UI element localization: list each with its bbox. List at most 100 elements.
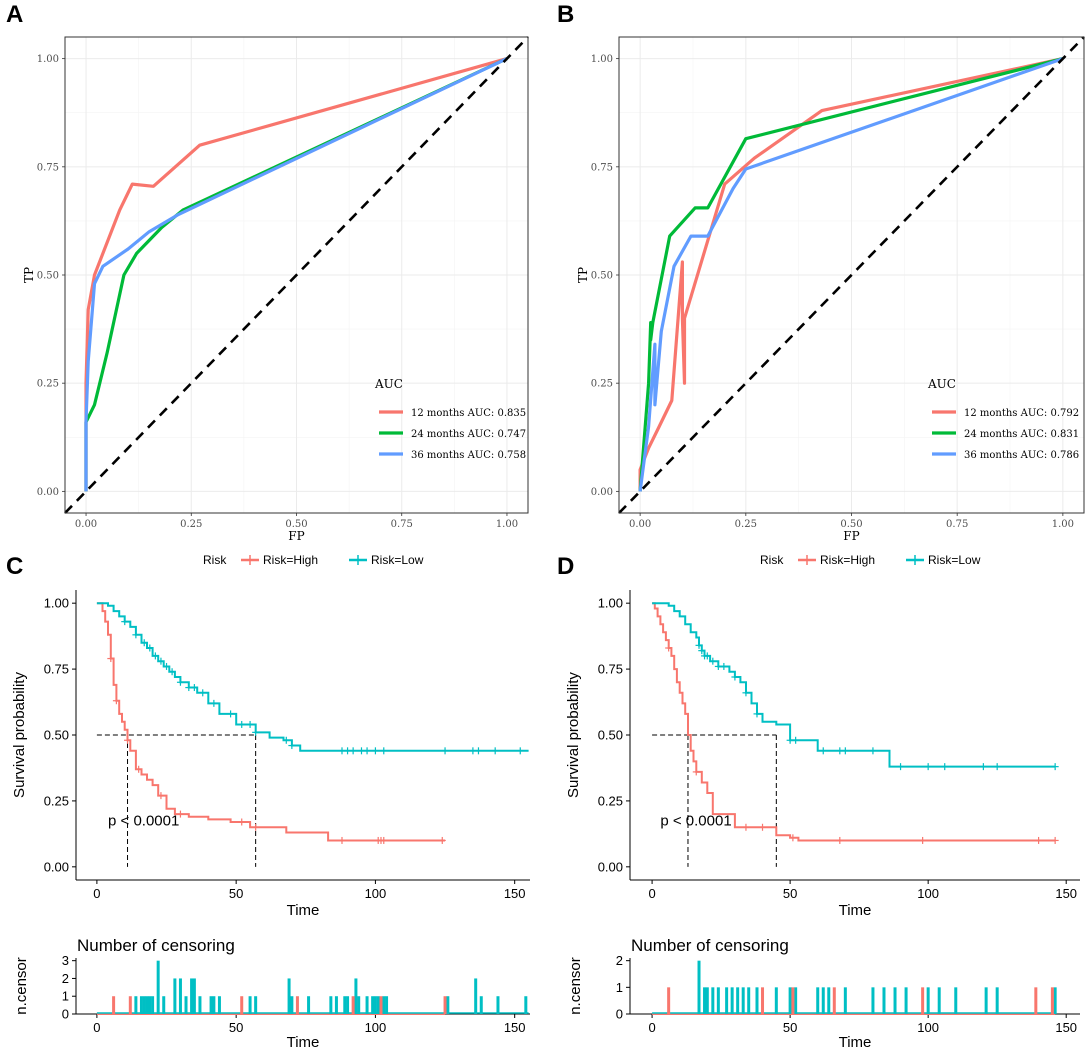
x-tick-label: 100 (917, 886, 939, 901)
y-axis-title: Survival probability (11, 672, 28, 798)
p-value-label: p < 0.0001 (108, 812, 179, 829)
y-tick-label: 0.75 (37, 162, 59, 173)
censor-bar-low (287, 978, 291, 1014)
censor-bar-low (843, 987, 847, 1014)
legend-label-0: 12 months AUC: 0.792 (964, 408, 1079, 419)
censor-bar-low (151, 996, 155, 1014)
y-tick-label: 0.00 (44, 859, 69, 874)
censor-bar-low (145, 996, 149, 1014)
censor-bar-low (954, 987, 958, 1014)
y-tick-label: 0.50 (44, 728, 69, 743)
censor-bar-low (142, 996, 146, 1014)
legend-label-0: Risk=High (263, 553, 318, 567)
censor-plot-title: Number of censoring (631, 936, 789, 955)
censor-bar-high (379, 996, 383, 1014)
legend-label-1: Risk=Low (371, 553, 424, 567)
censor-bar-low (173, 978, 177, 1014)
roc-series-1 (638, 57, 1064, 492)
censor-bar-low (307, 996, 311, 1014)
censor-bar-low (178, 978, 182, 1014)
x-axis-title: FP (843, 529, 859, 543)
censor-y-tick-label: 0 (616, 1007, 623, 1022)
censor-y-axis-title: n.censor (567, 957, 584, 1015)
plot-border (64, 36, 529, 514)
y-axis-title: TP (576, 267, 590, 283)
x-tick-label: 0 (648, 886, 655, 901)
x-tick-label: 0.50 (840, 519, 862, 530)
censor-bar-low (209, 996, 213, 1014)
censor-x-axis-title: Time (839, 1034, 872, 1047)
y-tick-label: 0.00 (37, 487, 59, 498)
censor-bar-low (725, 987, 729, 1014)
censor-bar-low (148, 996, 152, 1014)
censor-bar-low (371, 996, 375, 1014)
censor-bar-low (134, 996, 138, 1014)
censor-bar-low (703, 987, 707, 1014)
censor-bar-low (357, 996, 361, 1014)
y-tick-label: 0.50 (37, 271, 59, 282)
censor-bar-low (479, 996, 483, 1014)
y-tick-label: 0.25 (37, 379, 59, 390)
legend-label-1: 24 months AUC: 0.831 (964, 429, 1079, 440)
censor-y-tick-label: 1 (616, 980, 623, 995)
diagonal-reference-line (64, 36, 529, 514)
censor-bar-low (736, 987, 740, 1014)
censor-bar-low (816, 987, 820, 1014)
censor-y-tick-label: 2 (62, 971, 69, 986)
censor-bar-high (1050, 987, 1054, 1014)
censor-bar-low (697, 960, 701, 1014)
y-tick-label: 0.00 (591, 487, 613, 498)
censor-bar-high (791, 987, 795, 1014)
censor-bar-low (794, 987, 798, 1014)
censor-bar-low (995, 987, 999, 1014)
censor-bar-low (156, 960, 160, 1014)
p-value-label: p < 0.0001 (660, 812, 731, 829)
censor-bar-high (1034, 987, 1038, 1014)
censor-bar-low (190, 978, 194, 1014)
x-tick-label: 0.00 (75, 519, 97, 530)
x-tick-label: 1.00 (1052, 519, 1074, 530)
censor-bar-high (351, 996, 355, 1014)
censor-bar-low (984, 987, 988, 1014)
censor-bar-low (711, 987, 715, 1014)
censor-bar-high (295, 996, 299, 1014)
censor-y-axis-title: n.censor (13, 957, 30, 1015)
panel-label-b: B (557, 1, 574, 28)
x-tick-label: 50 (783, 886, 797, 901)
legend-label-2: 36 months AUC: 0.758 (411, 450, 526, 461)
censor-bar-low (926, 987, 930, 1014)
censor-bar-low (893, 987, 897, 1014)
censor-x-tick-label: 100 (917, 1020, 939, 1035)
x-tick-label: 0.25 (735, 519, 757, 530)
legend-title: Risk (203, 553, 227, 567)
censor-bar-low (139, 996, 143, 1014)
censor-bar-low (373, 996, 377, 1014)
legend-label-0: Risk=High (820, 553, 875, 567)
censor-bar-low (290, 996, 294, 1014)
censor-bar-high (761, 987, 765, 1014)
roc-panel-a: 0.00 0.00 0.25 0.25 0.50 0.50 0.75 0.75 1.00 1.00… (22, 36, 529, 543)
censor-bar-low (354, 978, 358, 1014)
km-panel-d: Risk Risk=High Risk=Low 0.00 0.25 0.50 0.75 1.0… (565, 553, 1080, 1051)
censor-x-axis-title: Time (287, 1034, 320, 1047)
y-tick-label: 1.00 (44, 596, 69, 611)
censor-bar-low (162, 996, 166, 1014)
y-tick-label: 0.25 (598, 793, 623, 808)
censor-x-tick-label: 100 (365, 1020, 387, 1035)
censor-x-tick-label: 50 (783, 1020, 797, 1035)
censor-bar-low (474, 978, 478, 1014)
censor-bar-low (871, 987, 875, 1014)
censor-bar-low (882, 987, 886, 1014)
x-tick-label: 50 (229, 886, 243, 901)
roc-series-0 (638, 57, 1064, 492)
y-tick-label: 0.50 (598, 728, 623, 743)
legend-title: AUC (374, 377, 403, 391)
censor-bar-low (755, 987, 759, 1014)
censor-bar-high (443, 996, 447, 1014)
plot-border (618, 36, 1085, 514)
censor-bar-low (774, 987, 778, 1014)
roc-series-2 (84, 57, 508, 492)
censor-bar-low (937, 987, 941, 1014)
censor-bar-low (730, 987, 734, 1014)
